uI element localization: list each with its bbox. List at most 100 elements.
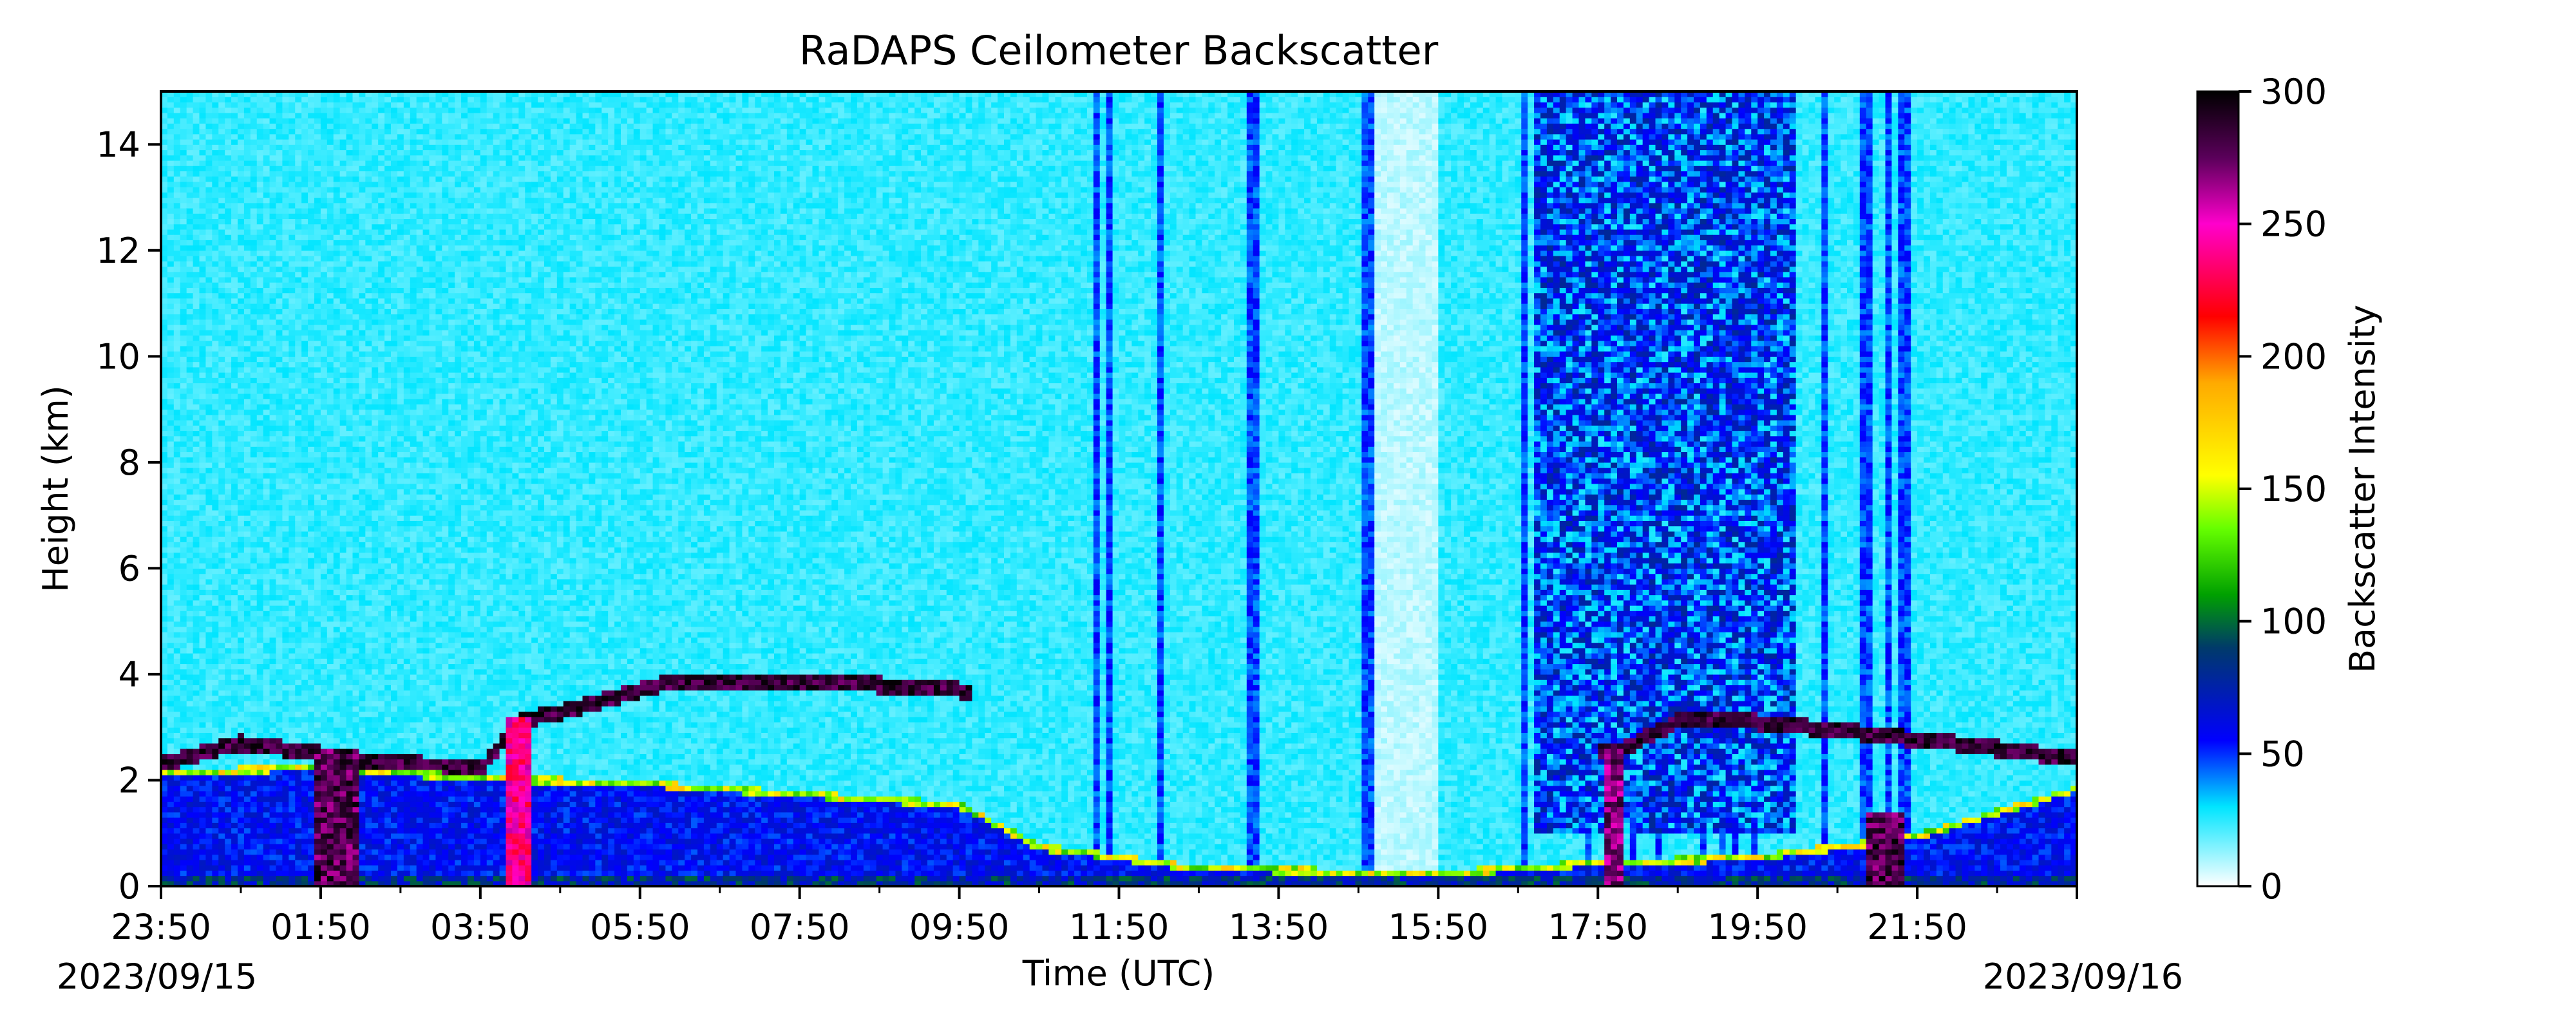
heatmap-cell [263,696,270,701]
heatmap-cell [244,701,251,706]
heatmap-cell [244,171,251,176]
heatmap-cell [218,479,225,484]
heatmap-cell [167,446,175,452]
heatmap-cell [174,786,181,791]
heatmap-cell [244,224,251,230]
heatmap-cell [289,786,296,791]
heatmap-cell [193,510,200,516]
heatmap-cell [314,266,321,272]
heatmap-cell [238,669,245,675]
heatmap-cell [257,404,264,410]
heatmap-cell [295,701,302,706]
heatmap-cell [231,574,238,580]
heatmap-cell [218,770,225,775]
heatmap-cell [289,144,296,150]
heatmap-cell [238,801,245,807]
heatmap-cell [212,473,219,479]
heatmap-cell [180,839,187,844]
heatmap-cell [231,791,238,797]
heatmap-cell [231,484,238,489]
heatmap-cell [225,287,232,293]
heatmap-cell [238,266,245,272]
heatmap-cell [276,277,283,283]
heatmap-cell [212,679,219,685]
heatmap-cell [295,637,302,643]
heatmap-cell [276,330,283,336]
heatmap-cell [167,330,175,336]
heatmap-cell [251,356,258,362]
heatmap-cell [238,839,245,844]
heatmap-cell [174,627,181,632]
heatmap-cell [180,251,187,256]
heatmap-cell [174,770,181,775]
heatmap-cell [276,134,283,140]
heatmap-cell [270,844,277,849]
heatmap-cell [301,621,308,627]
heatmap-cell [187,393,194,399]
heatmap-cell [308,849,315,855]
heatmap-cell [180,553,187,558]
heatmap-cell [205,187,213,193]
heatmap-cell [263,171,270,176]
heatmap-cell [231,404,238,410]
heatmap-cell [244,468,251,473]
heatmap-cell [180,732,187,738]
heatmap-cell [263,473,270,479]
heatmap-cell [295,727,302,733]
heatmap-cell [218,287,225,293]
heatmap-cell [257,764,264,770]
heatmap-cell [251,325,258,330]
heatmap-cell [276,536,283,542]
heatmap-cell [200,251,207,256]
heatmap-cell [289,849,296,855]
heatmap-cell [238,748,245,754]
heatmap-cell [231,213,238,219]
heatmap-cell [174,171,181,176]
heatmap-cell [282,870,289,876]
heatmap-cell [244,679,251,685]
heatmap-cell [308,653,315,659]
heatmap-cell [257,393,264,399]
heatmap-cell [289,611,296,616]
heatmap-cell [200,341,207,346]
heatmap-cell [225,425,232,431]
heatmap-cell [212,367,219,373]
heatmap-cell [200,234,207,240]
heatmap-cell [231,849,238,855]
heatmap-cell [301,457,308,463]
heatmap-cell [289,505,296,511]
heatmap-cell [200,129,207,135]
heatmap-cell [314,213,321,219]
heatmap-cell [200,319,207,325]
heatmap-cell [187,272,194,278]
heatmap-cell [251,399,258,404]
heatmap-cell [205,743,213,749]
heatmap-cell [180,346,187,352]
heatmap-cell [231,669,238,675]
heatmap-cell [167,712,175,717]
heatmap-cell [205,759,213,765]
heatmap-cell [276,653,283,659]
heatmap-cell [212,616,219,621]
heatmap-cell [212,166,219,171]
heatmap-cell [167,669,175,675]
heatmap-cell [238,494,245,500]
heatmap-cell [174,234,181,240]
heatmap-cell [244,399,251,404]
heatmap-cell [218,685,225,690]
heatmap-cell [314,410,321,415]
heatmap-cell [225,531,232,537]
heatmap-cell [193,240,200,245]
heatmap-cell [193,404,200,410]
heatmap-cell [193,139,200,145]
heatmap-cell [257,648,264,654]
heatmap-cell [295,595,302,601]
heatmap-cell [167,748,175,754]
heatmap-cell [174,632,181,638]
heatmap-cell [270,595,277,601]
heatmap-cell [180,775,187,781]
heatmap-cell [295,108,302,113]
heatmap-cell [212,833,219,839]
heatmap-cell [238,462,245,468]
heatmap-cell [244,251,251,256]
